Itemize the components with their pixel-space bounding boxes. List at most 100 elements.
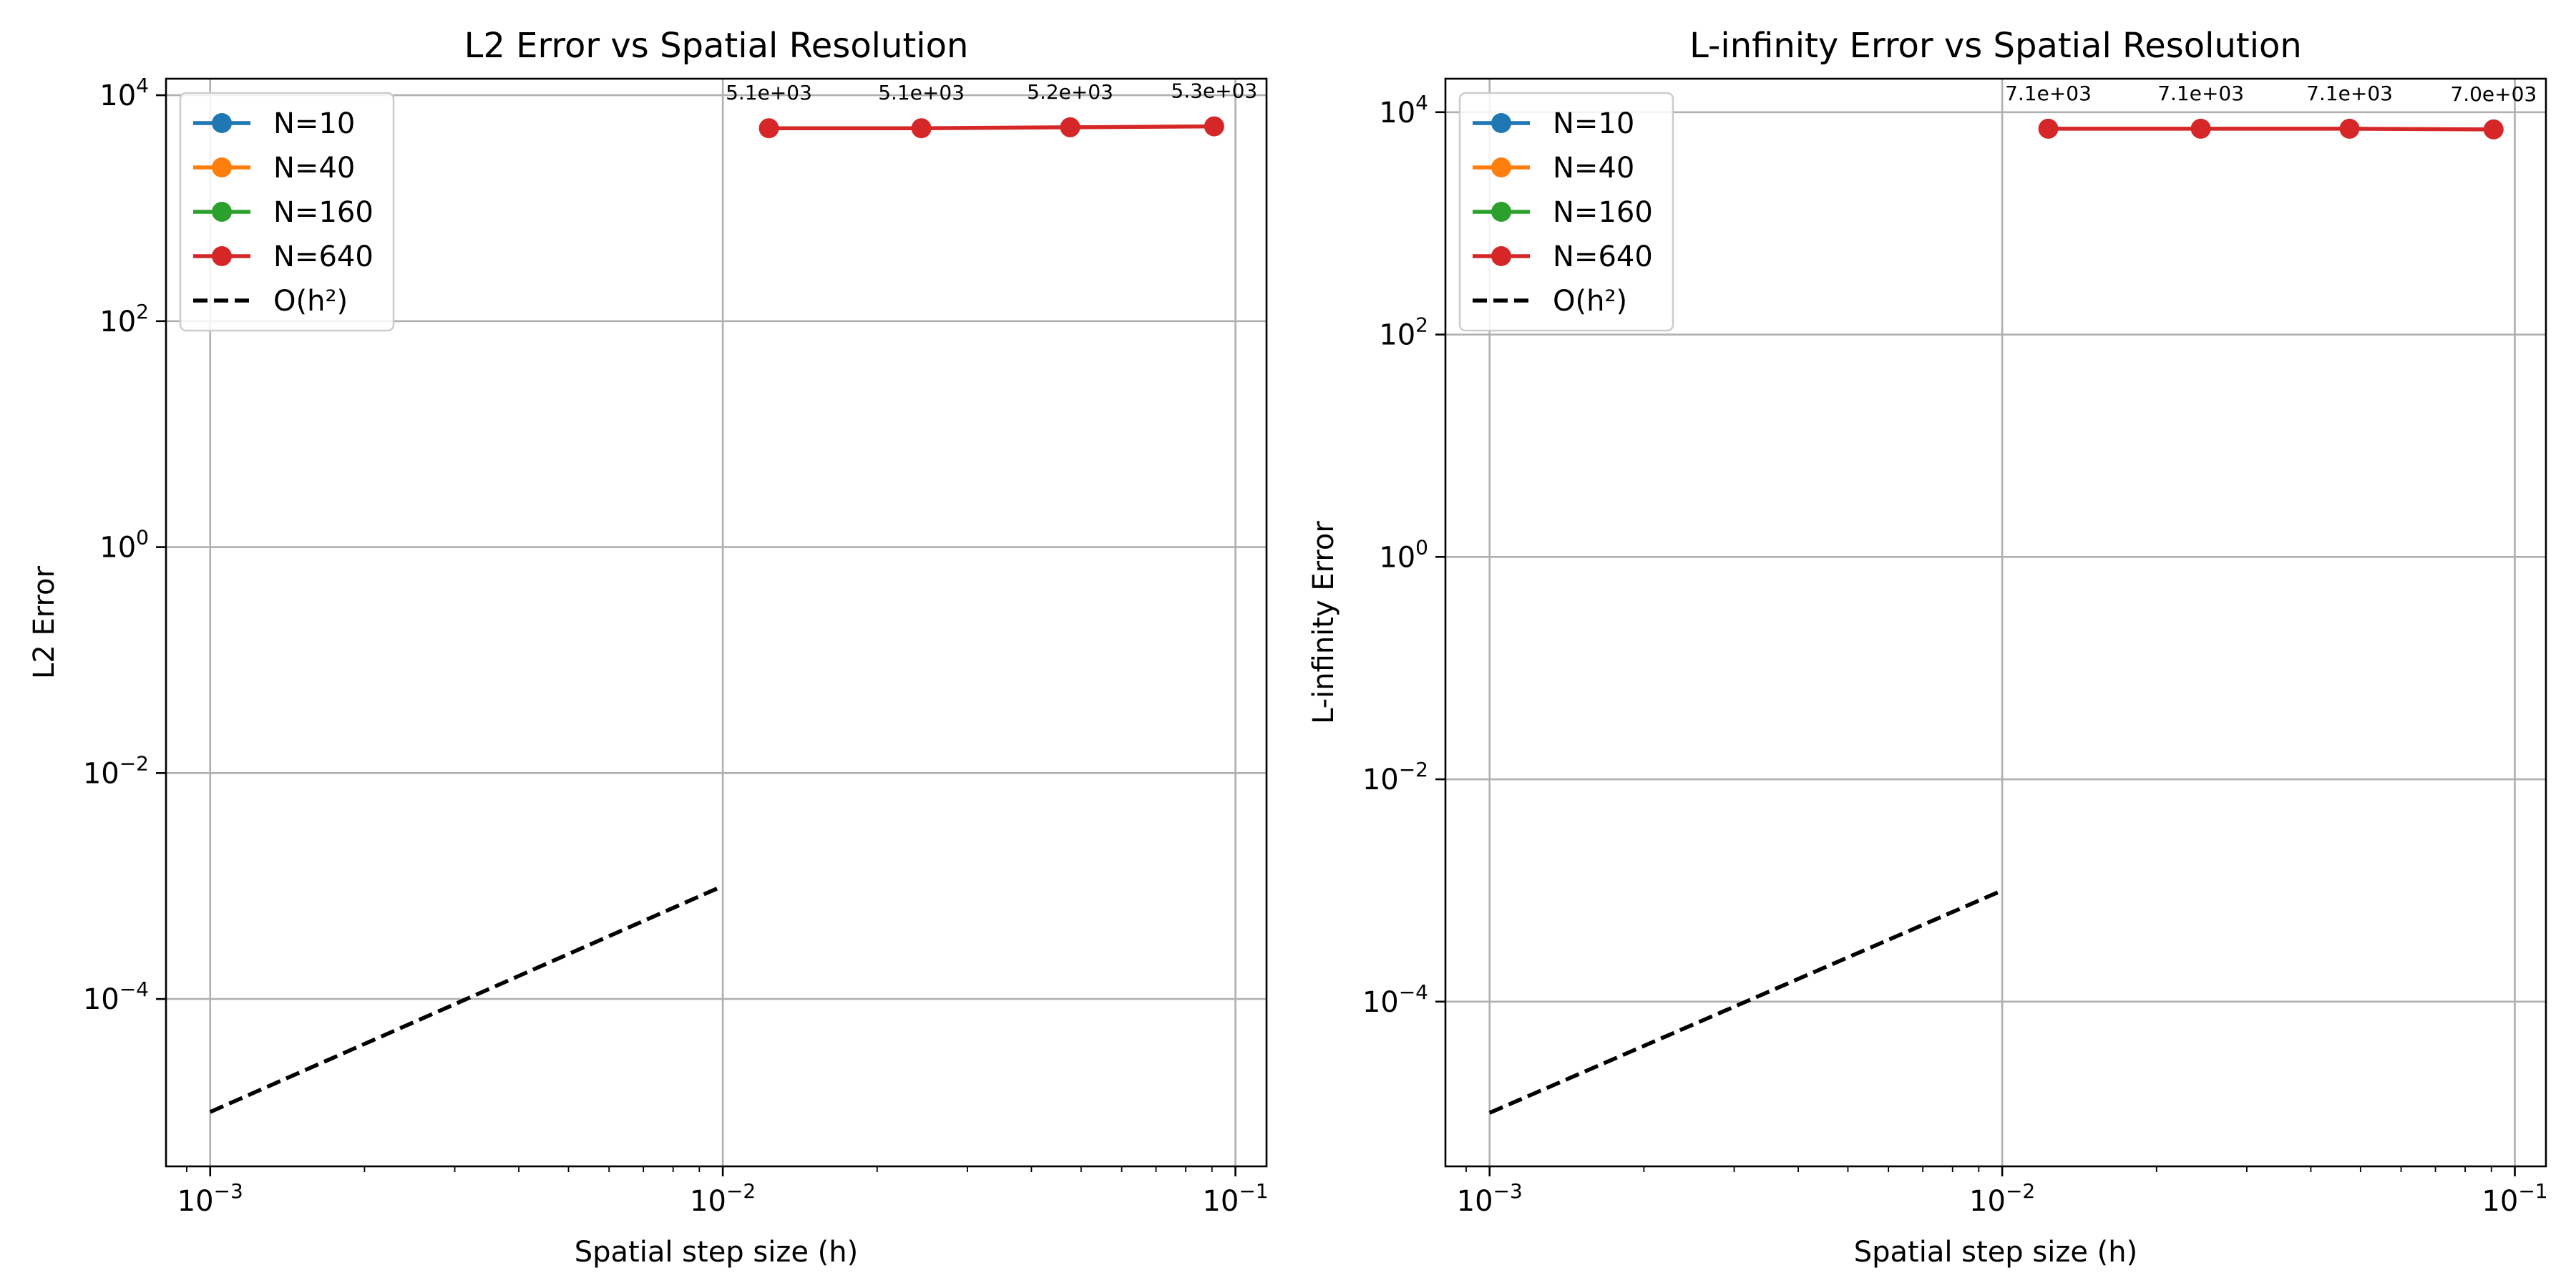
tick-exponent: −4 <box>119 977 149 1001</box>
data-label: 7.0e+03 <box>2450 82 2537 106</box>
x-tick-label: 10−3 <box>177 1179 243 1218</box>
data-label: 7.1e+03 <box>2157 82 2244 105</box>
tick-base: 10 <box>99 532 136 565</box>
legend-label: N=640 <box>1553 240 1653 273</box>
series-point <box>2190 118 2211 139</box>
legend-label: N=40 <box>273 152 355 185</box>
tick-base: 10 <box>690 1185 726 1218</box>
y-tick-label: 104 <box>1379 91 1428 130</box>
tick-base: 10 <box>1457 1185 1493 1218</box>
legend-swatch-marker <box>212 202 232 222</box>
tick-base: 10 <box>1362 986 1399 1019</box>
data-label: 5.1e+03 <box>726 81 812 104</box>
series-point <box>1204 116 1224 137</box>
x-tick-label: 10−1 <box>1202 1179 1268 1218</box>
legend-label: N=160 <box>1553 196 1653 229</box>
y-tick-label: 104 <box>99 74 149 112</box>
tick-exponent: −1 <box>1239 1179 1268 1203</box>
legend-box <box>179 92 395 332</box>
x-tick-label: 10−1 <box>2482 1179 2547 1218</box>
series-line-3 <box>2048 127 2494 132</box>
tick-base: 10 <box>1202 1185 1239 1218</box>
tick-base: 10 <box>1969 1185 2006 1218</box>
tick-exponent: 0 <box>136 526 149 550</box>
legend-label: N=160 <box>273 196 374 229</box>
legend-swatch-marker <box>212 246 232 266</box>
tick-exponent: −1 <box>2518 1179 2547 1203</box>
tick-base: 10 <box>2482 1185 2518 1218</box>
plot-frame <box>1444 77 2547 1168</box>
tick-base: 10 <box>99 306 136 338</box>
series-point <box>911 118 932 139</box>
legend-label: O(h²) <box>273 285 348 318</box>
legend-swatch-marker <box>1491 246 1511 266</box>
x-axis-label: Spatial step size (h) <box>575 1236 859 1269</box>
series-line-4 <box>209 884 724 1114</box>
x-axis-label: Spatial step size (h) <box>1854 1236 2138 1269</box>
y-tick-label: 10−4 <box>1362 980 1428 1019</box>
y-tick-label: 100 <box>1379 535 1428 574</box>
tick-exponent: −3 <box>1493 1179 1523 1203</box>
tick-base: 10 <box>1379 541 1415 574</box>
x-tick-label: 10−3 <box>1457 1179 1523 1218</box>
tick-exponent: 0 <box>1415 535 1428 559</box>
tick-base: 10 <box>177 1185 214 1218</box>
y-axis-label: L-infinity Error <box>1307 521 1340 724</box>
series-point <box>2038 118 2059 139</box>
tick-base: 10 <box>99 79 136 112</box>
legend-box <box>1458 92 1674 332</box>
series-line-4 <box>1488 888 2004 1115</box>
x-tick-label: 10−2 <box>1969 1179 2035 1218</box>
legend: N=10 N=40 N=160 N=640 O(h²) <box>179 92 395 332</box>
tick-base: 10 <box>83 983 119 1016</box>
y-tick-label: 10−2 <box>83 751 149 790</box>
x-tick-label: 10−2 <box>690 1179 756 1218</box>
legend-swatch-marker <box>212 113 232 133</box>
series-point <box>2483 119 2504 140</box>
data-label: 5.2e+03 <box>1027 80 1113 104</box>
legend-label: N=10 <box>273 107 355 140</box>
legend-label: N=640 <box>273 240 374 273</box>
legend-label: N=10 <box>1553 107 1634 140</box>
tick-exponent: −3 <box>214 1179 243 1203</box>
series-point <box>758 118 779 139</box>
y-axis-label: L2 Error <box>28 565 61 679</box>
tick-exponent: 4 <box>1415 91 1428 114</box>
tick-exponent: −2 <box>119 751 149 775</box>
tick-exponent: −4 <box>1399 980 1428 1004</box>
legend-label: O(h²) <box>1553 285 1627 318</box>
tick-exponent: −2 <box>1399 758 1428 781</box>
legend-swatch-marker <box>1491 157 1511 177</box>
y-tick-label: 100 <box>99 526 149 565</box>
tick-exponent: 4 <box>136 74 149 97</box>
data-label: 5.3e+03 <box>1171 79 1257 103</box>
y-tick-label: 10−4 <box>83 977 149 1016</box>
tick-base: 10 <box>83 757 119 790</box>
legend-swatch-marker <box>1491 113 1511 133</box>
legend-swatch-marker <box>212 157 232 177</box>
data-label: 7.1e+03 <box>2005 82 2092 105</box>
tick-base: 10 <box>1362 763 1399 796</box>
tick-exponent: −2 <box>2006 1179 2035 1203</box>
tick-exponent: 2 <box>136 300 149 323</box>
legend-swatch-marker <box>1491 202 1511 222</box>
data-label: 7.1e+03 <box>2306 82 2393 105</box>
y-tick-label: 102 <box>1379 313 1428 352</box>
series-line-3 <box>769 124 1214 130</box>
y-tick-label: 102 <box>99 300 149 338</box>
tick-base: 10 <box>1379 97 1415 130</box>
series-point <box>2339 118 2360 139</box>
series-point <box>1060 117 1080 137</box>
data-label: 5.1e+03 <box>878 81 965 104</box>
chart-title: L2 Error vs Spatial Resolution <box>464 26 969 66</box>
chart-title: L-infinity Error vs Spatial Resolution <box>1689 26 2302 66</box>
legend: N=10 N=40 N=160 N=640 O(h²) <box>1458 92 1674 332</box>
y-tick-label: 10−2 <box>1362 758 1428 796</box>
tick-exponent: −2 <box>726 1179 756 1203</box>
legend-label: N=40 <box>1553 152 1634 185</box>
plot-frame <box>165 77 1268 1168</box>
